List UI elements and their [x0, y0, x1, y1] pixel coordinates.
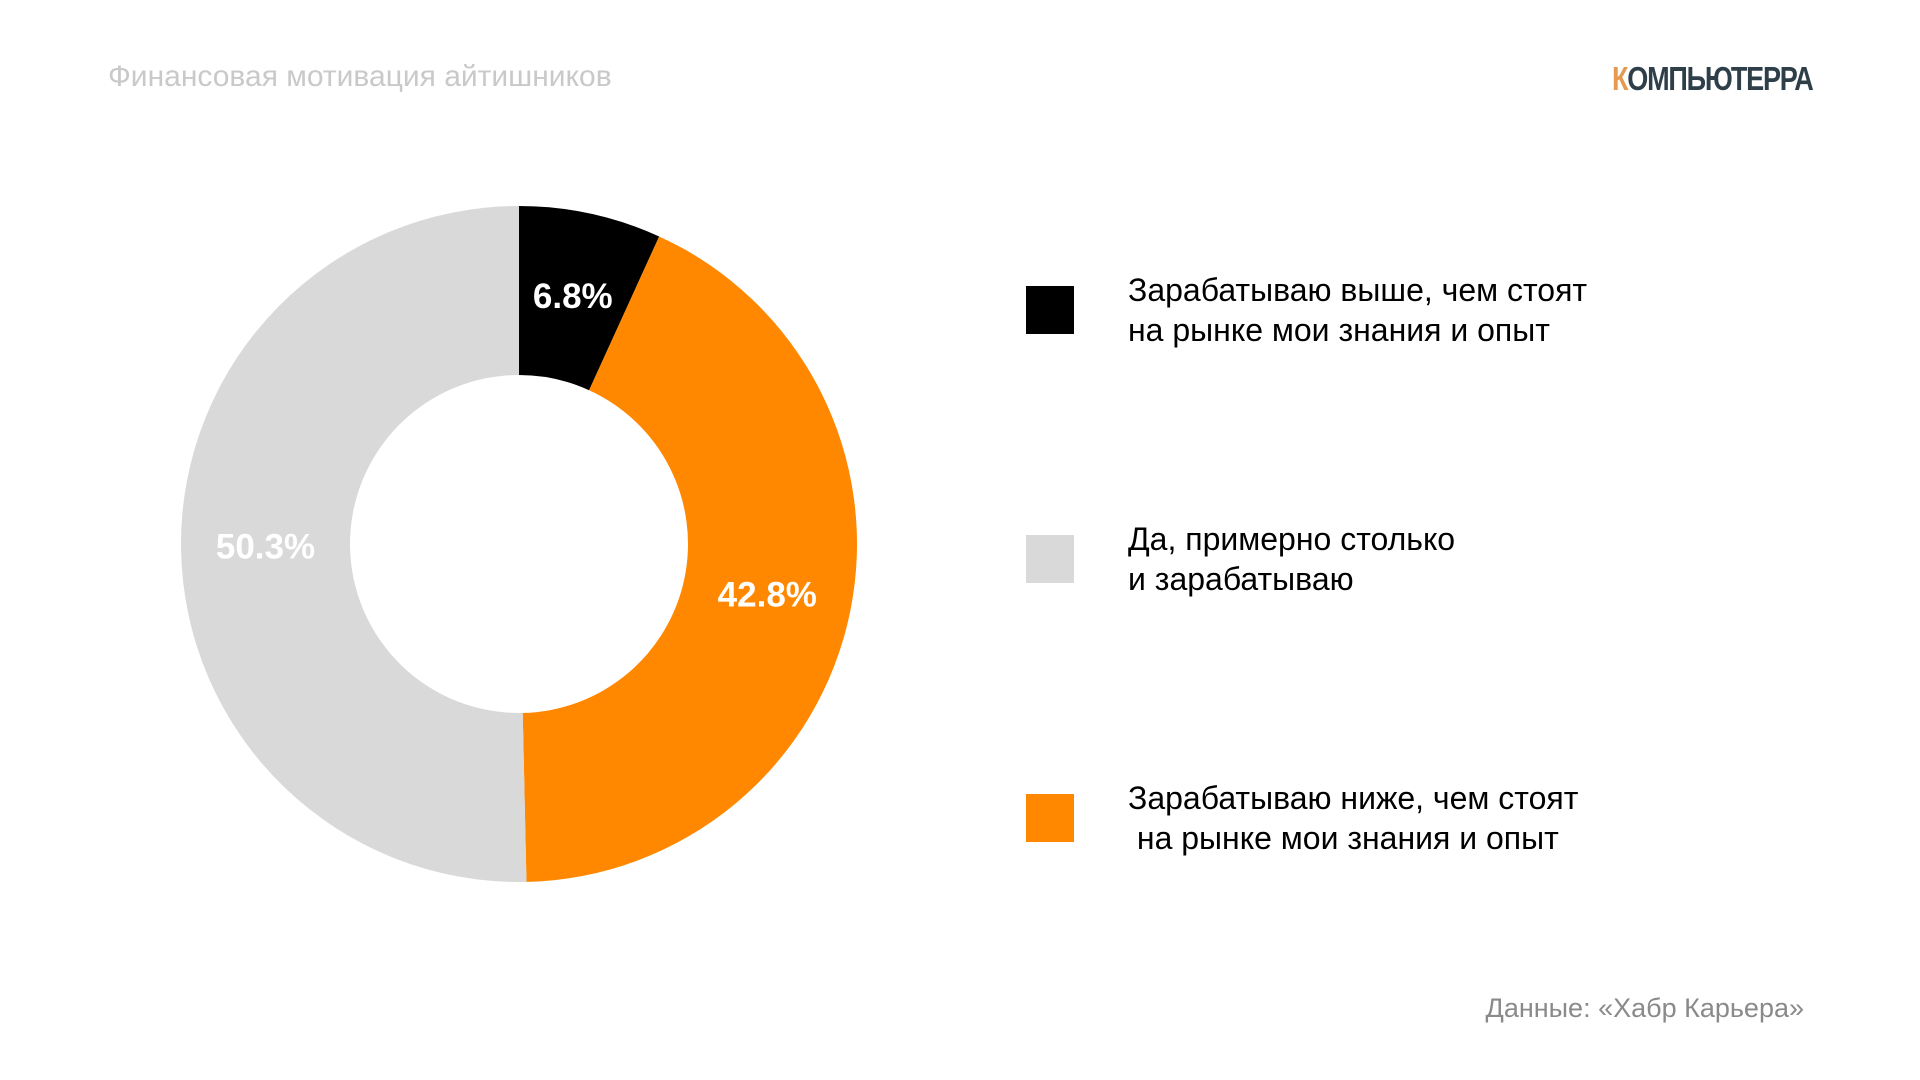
legend-swatch — [1026, 794, 1074, 842]
legend-label: Зарабатываю ниже, чем стоят на рынке мои… — [1128, 780, 1579, 856]
logo: КОМПЬЮТЕРРА — [1612, 60, 1814, 98]
donut-slice — [181, 206, 527, 882]
data-label: 50.3% — [216, 527, 315, 566]
legend-label: Да, примерно столько и зарабатываю — [1128, 521, 1456, 597]
donut-slice — [522, 236, 858, 882]
legend-swatch — [1026, 286, 1074, 334]
legend-item: Зарабатываю ниже, чем стоят на рынке мои… — [1026, 778, 1578, 858]
legend-label: Зарабатываю выше, чем стоят на рынке мои… — [1128, 272, 1588, 348]
legend-item: Зарабатываю выше, чем стоят на рынке мои… — [1026, 270, 1587, 350]
data-label: 42.8% — [718, 576, 817, 615]
logo-letter: К — [1612, 60, 1629, 97]
legend-swatch — [1026, 535, 1074, 583]
donut-slice — [519, 206, 660, 391]
logo-text: ОМПЬЮТЕРРА — [1627, 60, 1813, 97]
source-note: Данные: «Хабр Карьера» — [1485, 993, 1804, 1023]
legend-item: Да, примерно столько и зарабатываю — [1026, 519, 1455, 599]
data-label: 6.8% — [533, 277, 613, 316]
chart-title: Финансовая мотивация айтишников — [108, 60, 612, 93]
